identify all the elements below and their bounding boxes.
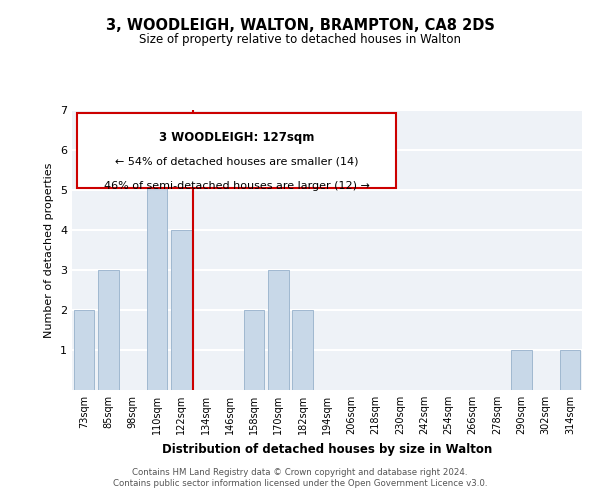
- Bar: [98, 270, 119, 390]
- Text: 3 WOODLEIGH: 127sqm: 3 WOODLEIGH: 127sqm: [159, 132, 314, 144]
- FancyBboxPatch shape: [77, 113, 396, 188]
- Text: 46% of semi-detached houses are larger (12) →: 46% of semi-detached houses are larger (…: [104, 180, 370, 190]
- Text: Contains HM Land Registry data © Crown copyright and database right 2024.
Contai: Contains HM Land Registry data © Crown c…: [113, 468, 487, 487]
- Text: Size of property relative to detached houses in Walton: Size of property relative to detached ho…: [139, 32, 461, 46]
- Text: 3, WOODLEIGH, WALTON, BRAMPTON, CA8 2DS: 3, WOODLEIGH, WALTON, BRAMPTON, CA8 2DS: [106, 18, 494, 32]
- Bar: [560, 350, 580, 390]
- Bar: [292, 310, 313, 390]
- Bar: [511, 350, 532, 390]
- Bar: [244, 310, 265, 390]
- Bar: [171, 230, 191, 390]
- Bar: [74, 310, 94, 390]
- Bar: [146, 150, 167, 390]
- Y-axis label: Number of detached properties: Number of detached properties: [44, 162, 55, 338]
- X-axis label: Distribution of detached houses by size in Walton: Distribution of detached houses by size …: [162, 442, 492, 456]
- Bar: [268, 270, 289, 390]
- Text: ← 54% of detached houses are smaller (14): ← 54% of detached houses are smaller (14…: [115, 157, 358, 167]
